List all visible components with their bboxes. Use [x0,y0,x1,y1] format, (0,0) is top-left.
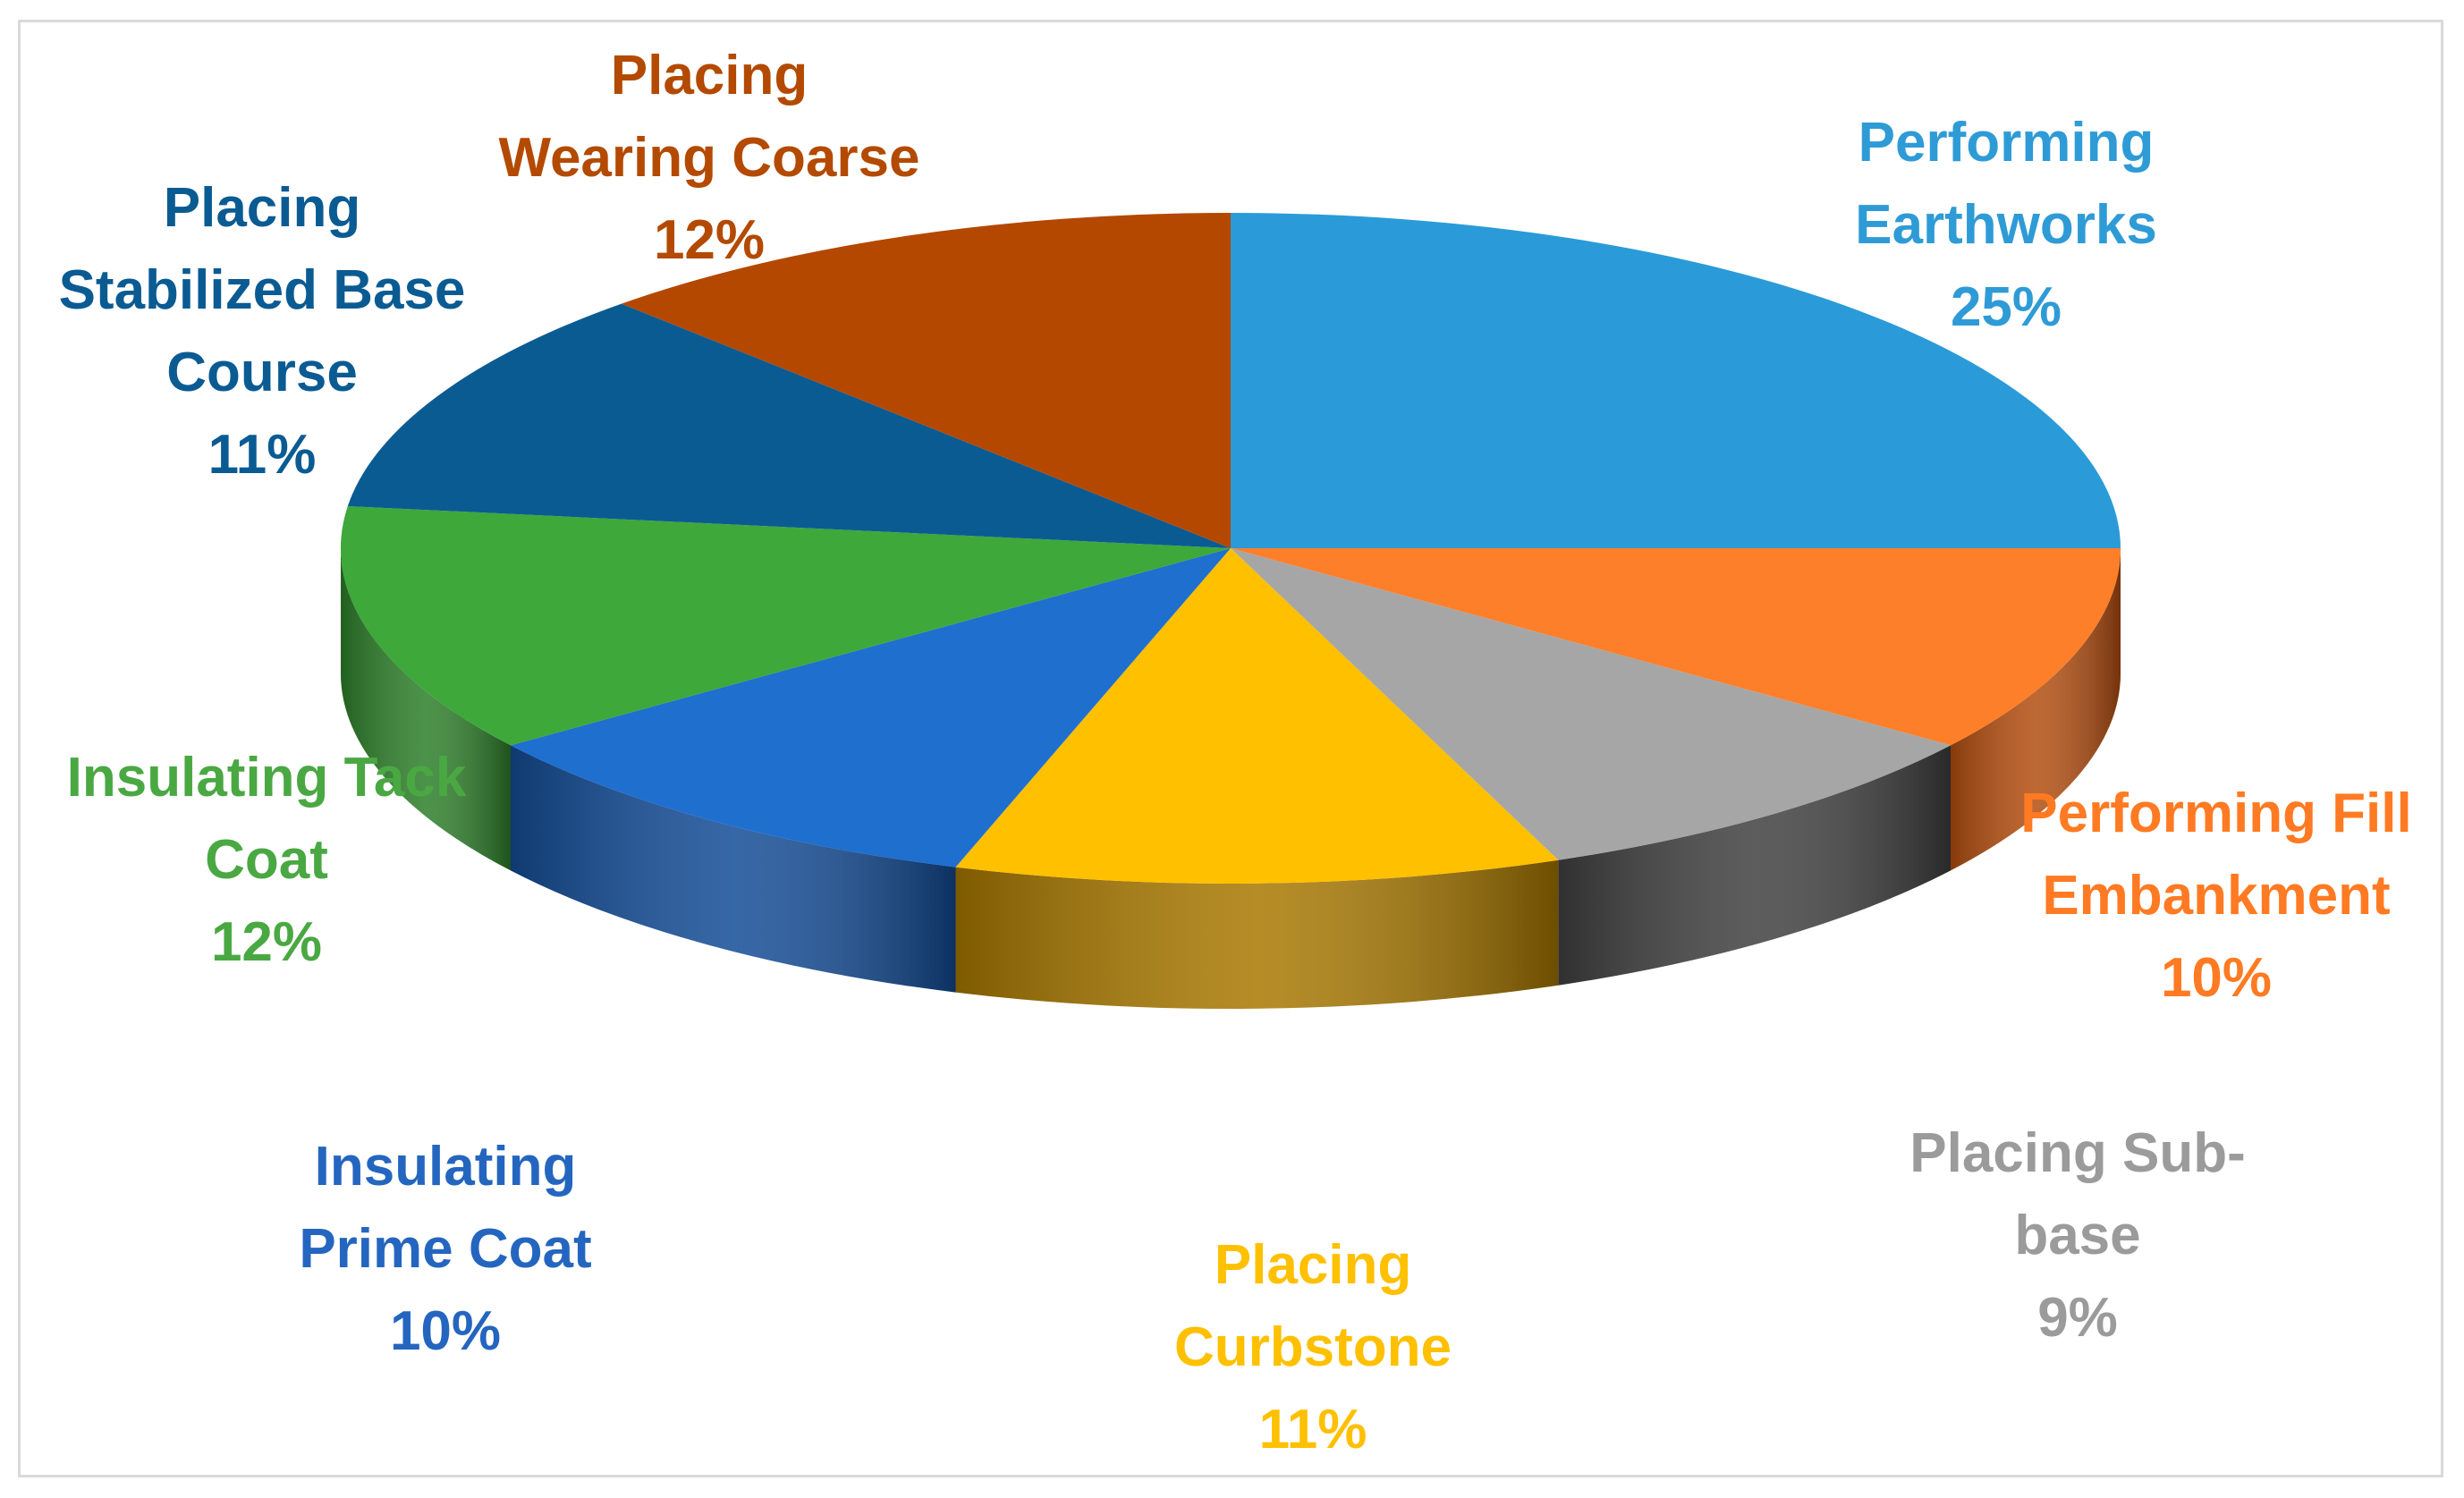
pie-labels: Performing Earthworks 25% Performing Fill Em… [59,45,2412,1460]
slice-percent-label: 10% [2161,947,2272,1009]
pie-slice-placing-wearing-coarse [621,213,1231,548]
slice-percent-label: 11% [1259,1399,1367,1460]
slice-percent-label: 10% [390,1300,501,1362]
pie-side-shade [1558,745,1951,986]
pie-side-shade [1951,548,2121,871]
chart-frame: Performing Earthworks 25% Performing Fill Em… [18,20,2443,1477]
pie-side-shade [511,745,956,993]
pie-slice-performing-earthworks [1231,213,2121,548]
pie-chart: Performing Earthworks 25% Performing Fill Em… [59,45,2412,1460]
pie-slice-performing-fill-embankment [1231,548,2121,746]
slice-category-label: Stabilized Base [59,259,466,321]
slice-category-label: Placing [1215,1234,1412,1296]
pie-slice-insulating-prime-coat [511,548,1231,867]
slice-category-label: base [2014,1205,2140,1266]
slice-percent-label: 25% [1951,276,2062,338]
slice-category-label: Coat [205,829,328,891]
slice-category-label: Performing Fill [2020,783,2411,844]
slice-category-label: Insulating [315,1136,577,1198]
slice-percent-label: 9% [2037,1287,2118,1349]
pie-slice-placing-sub-base [1231,548,1951,860]
pie-slice-placing-curbstone [955,548,1559,884]
slice-category-label: Placing [164,177,361,239]
pie-tops [340,213,2121,884]
pie-slice-placing-stabilized-base-course [347,303,1231,548]
slice-category-label: Insulating Tack [67,747,467,808]
pie-sides [341,548,2121,1009]
slice-category-label: Placing Sub- [1909,1122,2245,1184]
slice-category-label: Course [166,342,358,403]
slice-category-label: Embankment [2042,865,2390,927]
slice-percent-label: 11% [208,424,317,486]
slice-category-label: Prime Coat [299,1218,591,1280]
pie-side-shade [341,548,511,871]
slice-category-label: Placing [611,45,809,106]
pie-side-shade [955,859,1559,1009]
pie-slice-insulating-tack-coat [340,506,1231,746]
slice-percent-label: 12% [211,911,322,973]
slice-category-label: Earthworks [1855,194,2157,256]
slice-category-label: Performing [1859,112,2155,173]
slice-category-label: Curbstone [1174,1316,1452,1378]
slice-percent-label: 12% [654,209,765,271]
slice-category-label: Wearing Coarse [499,127,920,189]
